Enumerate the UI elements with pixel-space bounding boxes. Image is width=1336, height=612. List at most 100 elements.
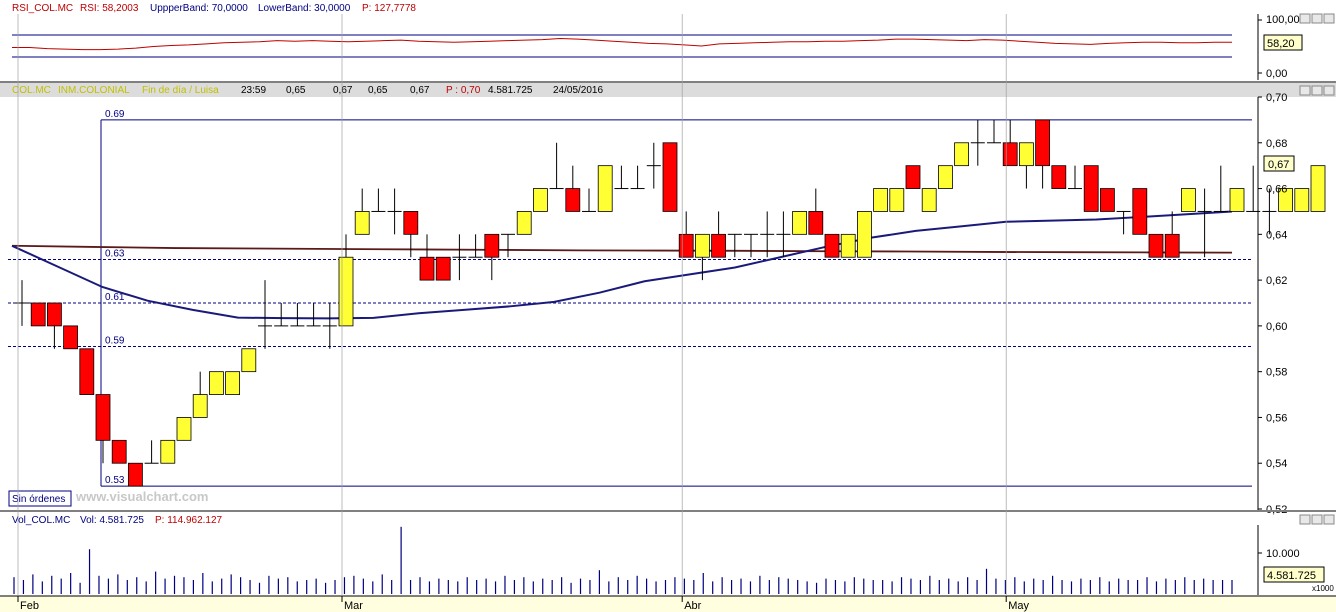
price-window-buttons [1299, 85, 1335, 96]
candle-body [208, 371, 224, 395]
candle [760, 211, 775, 258]
candle [371, 188, 386, 212]
level-label: 0.53 [105, 475, 125, 486]
rsi-value: RSI: 58,2003 [80, 3, 139, 14]
price-close-button[interactable] [1323, 85, 1335, 96]
price-high: 0,67 [333, 85, 353, 96]
rsi-minimize-button[interactable] [1299, 13, 1311, 24]
candle-body [711, 233, 726, 258]
candle [1262, 188, 1277, 235]
vol-current-box [1263, 566, 1325, 583]
price-volume: 4.581.725 [488, 85, 533, 96]
price-tick-label: 0,70 [1266, 92, 1287, 104]
candle-body [1132, 188, 1148, 235]
candle [614, 165, 629, 190]
candle [662, 142, 678, 212]
candle [15, 280, 29, 326]
rsi-line [12, 38, 1232, 51]
candle [290, 303, 305, 327]
candle [1068, 165, 1082, 190]
rsi-panel-background [0, 0, 1336, 82]
orders-button-label: Sin órdenes [12, 494, 65, 505]
price-open: 0,65 [286, 85, 306, 96]
candle [987, 119, 1001, 144]
candle [387, 188, 402, 235]
x-axis-label: May [1008, 600, 1029, 612]
candle-body [840, 233, 856, 258]
rsi-p-value: P: 127,7778 [362, 3, 416, 14]
candle-body [1100, 188, 1115, 212]
candle-body [63, 325, 78, 350]
vol-p-value: P: 114.962.127 [155, 515, 223, 526]
price-panel: COL.MC INM.COLONIAL Fin de día / Luisa 2… [0, 83, 1336, 516]
price-tick-label: 0,62 [1266, 275, 1287, 287]
level-label: 0.59 [105, 335, 125, 346]
candle [452, 234, 467, 281]
candle-body [533, 188, 548, 212]
candle-body [354, 211, 370, 235]
orders-button[interactable] [8, 490, 72, 507]
candle-body [792, 211, 807, 235]
candle [306, 303, 321, 327]
candle [241, 348, 257, 373]
candle [258, 280, 272, 349]
price-restore-button[interactable] [1311, 85, 1323, 96]
candle-body [1310, 165, 1326, 212]
candle [435, 256, 451, 281]
price-tick-label: 0,56 [1266, 412, 1287, 424]
candle [597, 165, 613, 212]
candle-body [1164, 233, 1180, 258]
candle [1229, 188, 1245, 212]
candle-body [192, 394, 208, 418]
rsi-close-button[interactable] [1323, 13, 1335, 24]
candle-body [47, 302, 62, 327]
rsi-upper-band: UppperBand: 70,0000 [150, 3, 248, 14]
candle [468, 234, 483, 258]
candle-body [160, 439, 176, 464]
candle-body [1035, 119, 1050, 167]
candle [501, 233, 515, 258]
candle [274, 303, 289, 327]
candle [47, 302, 62, 349]
candle [711, 211, 726, 258]
volume-panel: Vol_COL.MC Vol: 4.581.725 P: 114.962.127… [12, 514, 1335, 595]
candle-body [695, 233, 710, 258]
price-low: 0,65 [368, 85, 388, 96]
candle-body [338, 256, 354, 327]
vol-minimize-button[interactable] [1299, 514, 1311, 525]
candle-body [403, 211, 419, 235]
candle [176, 417, 192, 441]
vol-value: Vol: 4.581.725 [80, 515, 144, 526]
candle [111, 439, 127, 464]
vol-current-label: 4.581.725 [1267, 570, 1316, 582]
level-label: 0.61 [105, 292, 125, 303]
price-close: 0,67 [410, 85, 430, 96]
candle [970, 119, 985, 166]
candle [905, 165, 921, 189]
vol-restore-button[interactable] [1311, 514, 1323, 525]
candle [144, 440, 159, 464]
candle [1197, 188, 1212, 258]
candle-body [857, 211, 872, 258]
candle-body [662, 142, 678, 212]
rsi-restore-button[interactable] [1311, 13, 1323, 24]
candle-body [1294, 188, 1310, 212]
candle-body [889, 188, 905, 212]
candle [1083, 165, 1099, 212]
price-name: INM.COLONIAL [58, 85, 130, 96]
volume-bars [13, 526, 1233, 594]
candle-body [873, 188, 888, 212]
price-tick-label: 0,60 [1266, 321, 1287, 333]
price-tick-label: 0,64 [1266, 229, 1287, 241]
price-minimize-button[interactable] [1299, 85, 1311, 96]
vol-close-button[interactable] [1323, 514, 1335, 525]
candle-body [435, 256, 451, 281]
candle [1051, 165, 1067, 189]
price-faded-label: Fin de día / Luisa [142, 85, 219, 96]
candle-body [808, 211, 824, 235]
candle-body [905, 165, 921, 189]
candle [582, 188, 596, 212]
candle-body [1148, 233, 1164, 258]
x-axis-label: Mar [344, 600, 363, 612]
